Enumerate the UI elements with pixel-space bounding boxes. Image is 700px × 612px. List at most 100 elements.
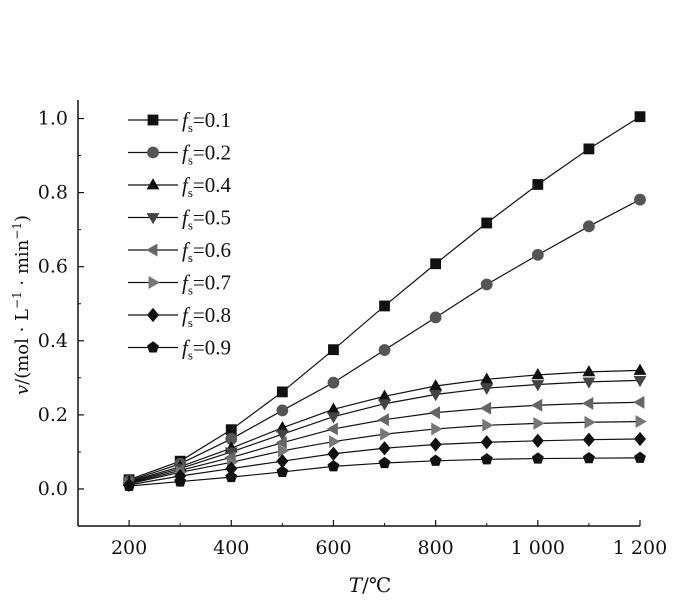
legend-marker — [147, 341, 159, 353]
data-point — [378, 441, 391, 456]
data-point — [634, 193, 646, 206]
series-3 — [122, 363, 647, 486]
data-point — [428, 406, 441, 420]
data-point — [531, 398, 543, 412]
y-tick-label: 0.6 — [38, 256, 68, 278]
legend-label: fs=0.8 — [182, 303, 231, 330]
data-point — [584, 415, 596, 429]
legend-label-sub: s — [188, 120, 193, 135]
data-point — [429, 379, 443, 391]
data-point — [533, 416, 545, 430]
data-point — [583, 220, 595, 233]
y-tick-label: 0.8 — [38, 182, 68, 204]
x-axis-label-var: T — [349, 573, 364, 597]
data-point — [582, 377, 596, 389]
data-point — [377, 413, 389, 427]
legend-label: fs=0.6 — [182, 238, 231, 265]
data-point — [481, 217, 493, 229]
data-point — [582, 432, 595, 447]
data-point — [633, 431, 647, 447]
y-tick-label: 1.0 — [38, 108, 68, 130]
data-point — [480, 453, 493, 465]
data-point — [634, 111, 646, 123]
x-tick-label: 1 000 — [511, 537, 565, 559]
data-point — [327, 376, 340, 389]
y-tick-label: 0.0 — [38, 478, 68, 500]
data-point — [277, 444, 290, 458]
y-axis-label-part-1: /(mol · L — [12, 309, 33, 385]
legend-label-value: =0.7 — [193, 271, 231, 295]
legend-label-var: f — [182, 173, 191, 197]
legend-label-value: =0.2 — [193, 141, 231, 165]
data-point — [479, 401, 492, 415]
data-point — [531, 433, 544, 448]
legend-label-var: f — [182, 271, 191, 295]
y-tick-label: 0.4 — [38, 330, 68, 352]
data-point — [378, 456, 391, 469]
data-point — [276, 404, 289, 417]
legend-marker — [148, 276, 160, 289]
legend-label: fs=0.1 — [182, 108, 231, 135]
legend-item: fs=0.1 — [128, 108, 231, 135]
legend-label-var: f — [182, 206, 191, 230]
x-axis-label-unit: /℃ — [362, 573, 391, 597]
legend-label-var: f — [182, 108, 191, 132]
data-point — [633, 376, 647, 388]
legend: fs=0.1fs=0.2fs=0.4fs=0.5fs=0.6fs=0.7fs=0… — [128, 108, 231, 363]
data-point — [635, 415, 647, 428]
x-tick-label: 800 — [418, 537, 454, 559]
legend-item: fs=0.8 — [128, 303, 231, 330]
legend-item: fs=0.4 — [128, 173, 231, 200]
data-point — [531, 452, 544, 464]
data-point — [532, 179, 544, 190]
data-point — [633, 395, 645, 409]
data-point — [327, 460, 340, 472]
data-point — [430, 258, 442, 270]
data-point — [482, 418, 494, 432]
y-axis-label-sup-1: −1 — [10, 291, 24, 309]
legend-marker — [147, 114, 159, 126]
data-point — [275, 429, 289, 441]
legend-label: fs=0.7 — [182, 271, 231, 298]
legend-label-var: f — [182, 141, 191, 165]
legend-item: fs=0.7 — [128, 271, 231, 298]
legend-label: fs=0.5 — [182, 206, 231, 233]
legend-label-sub: s — [188, 218, 193, 233]
y-axis-label-var: v — [12, 385, 33, 395]
legend-marker — [146, 213, 160, 225]
legend-label: fs=0.9 — [182, 336, 231, 363]
data-point — [582, 365, 596, 377]
legend-label-sub: s — [188, 250, 193, 265]
x-tick-label: 600 — [315, 537, 351, 559]
data-point — [329, 435, 341, 448]
data-point — [275, 436, 287, 450]
y-tick-label: 0.2 — [38, 404, 68, 426]
data-point — [531, 248, 544, 261]
series-8 — [123, 451, 646, 492]
legend-label-var: f — [182, 238, 191, 262]
legend-label: fs=0.2 — [182, 141, 231, 168]
data-point — [634, 451, 646, 463]
x-tick-label: 400 — [213, 537, 249, 559]
data-point — [431, 422, 443, 436]
legend-label-var: f — [182, 336, 191, 360]
series-line — [128, 116, 641, 481]
data-point — [380, 427, 392, 441]
legend-label-sub: s — [188, 185, 193, 200]
legend-marker — [147, 146, 159, 159]
legend-label-value: =0.9 — [193, 336, 231, 360]
data-point — [327, 446, 340, 461]
data-point — [429, 454, 442, 466]
legend-item: fs=0.2 — [128, 141, 231, 168]
series-1 — [123, 111, 646, 486]
legend-label-sub: s — [188, 348, 193, 363]
legend-label-sub: s — [188, 153, 193, 168]
y-axis-label-part-3: ) — [12, 215, 33, 222]
legend-label-value: =0.5 — [193, 206, 231, 230]
data-point — [531, 380, 545, 392]
legend-label-sub: s — [188, 315, 193, 330]
data-point — [480, 383, 494, 396]
legend-label-sub: s — [188, 283, 193, 298]
